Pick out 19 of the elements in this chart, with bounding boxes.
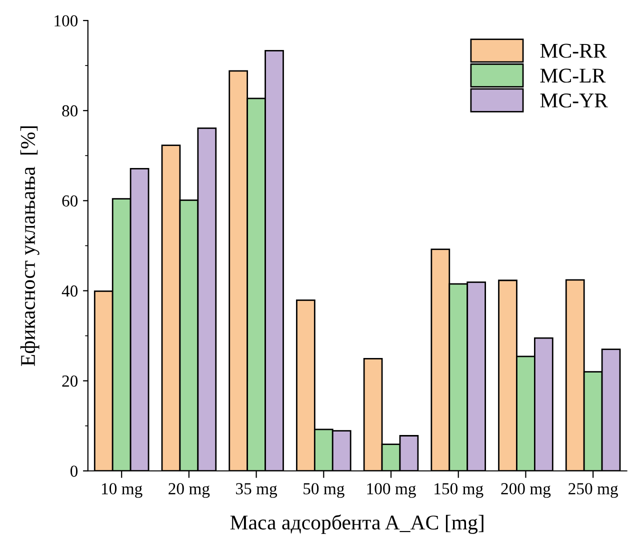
legend-label: MC-YR: [540, 94, 608, 108]
y-tick-label: 80: [62, 105, 78, 117]
x-tick-label: 150 mg: [434, 483, 484, 498]
legend-label: MC-RR: [540, 44, 607, 58]
x-tick-label: 20 mg: [168, 483, 210, 498]
y-tick-label: 100: [54, 15, 78, 26]
x-tick-label: 100 mg: [367, 483, 416, 498]
x-tick-label: 250 mg: [568, 483, 618, 498]
y-tick-label: 40: [62, 285, 78, 297]
y-tick-label: 20: [62, 376, 78, 387]
x-tick-label: 10 mg: [102, 483, 142, 498]
y-axis-title: Ефикасност уклањања [%]: [20, 126, 40, 366]
x-tick-label: 50 mg: [304, 483, 344, 498]
x-axis-title: Маса адсорбента A_AC [mg]: [230, 514, 484, 534]
x-tick-label: 200 mg: [501, 483, 551, 498]
x-tick-label: 35 mg: [236, 483, 278, 498]
y-tick-label: 60: [62, 195, 78, 207]
y-tick-label: 0: [70, 466, 78, 477]
legend-label: MC-LR: [540, 68, 606, 83]
